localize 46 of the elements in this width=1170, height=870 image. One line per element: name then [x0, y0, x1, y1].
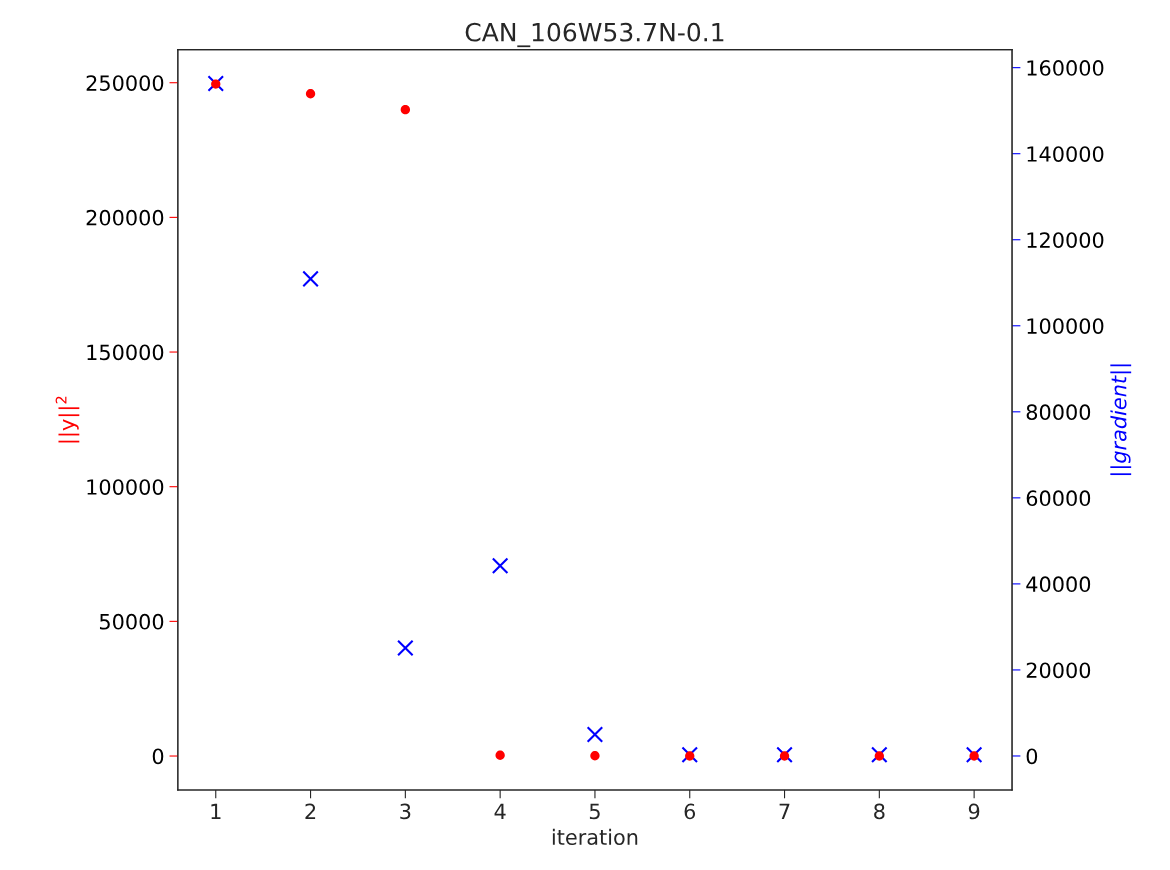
x-tick-label: 5 — [589, 803, 600, 820]
point — [874, 751, 884, 761]
point — [776, 746, 793, 764]
y2-tick-label: 140000 — [1027, 146, 1104, 162]
y-tick-label: 0 — [152, 748, 164, 765]
point — [965, 746, 983, 764]
point — [681, 746, 699, 764]
point — [305, 89, 316, 99]
x-tick-label: 1 — [211, 803, 221, 819]
point — [779, 751, 790, 761]
chart-title: CAN_106W53.7N-0.1 — [465, 22, 724, 48]
y2-tick-label: 20000 — [1026, 662, 1091, 679]
y-tick-label: 200000 — [86, 209, 164, 226]
point — [302, 270, 319, 288]
y2-axis-title: ||gradient|| — [1110, 364, 1132, 476]
point — [211, 79, 221, 89]
y-tick-label: 150000 — [87, 344, 164, 361]
y2-tick-label: 160000 — [1027, 60, 1104, 76]
x-tick-label: 6 — [684, 803, 696, 820]
x-tick-label: 7 — [779, 803, 790, 819]
point — [491, 557, 509, 575]
point — [397, 639, 414, 657]
y2-tick-label: 120000 — [1027, 232, 1104, 248]
x-tick-label: 4 — [494, 803, 506, 819]
y2-tick-label: 60000 — [1026, 490, 1091, 507]
y2-tick-label: 100000 — [1027, 318, 1104, 334]
x-tick-label: 9 — [968, 803, 980, 820]
point — [586, 726, 604, 743]
y2-tick-label: 40000 — [1026, 576, 1091, 593]
y2-tick-label: 80000 — [1026, 404, 1091, 421]
y-tick-label: 100000 — [87, 479, 164, 495]
point — [685, 751, 695, 761]
x-tick-label: 2 — [305, 803, 316, 819]
point — [969, 751, 979, 761]
point — [871, 746, 888, 764]
y2-tick-label: 0 — [1026, 748, 1038, 765]
y-tick-label: 250000 — [86, 75, 164, 91]
point — [400, 104, 411, 115]
y-axis-title: ||y||$^{2}$ — [55, 396, 80, 443]
point — [495, 750, 505, 760]
x-axis-title: iteration — [552, 828, 638, 845]
y-tick-label: 50000 — [99, 613, 164, 630]
point — [590, 751, 600, 761]
point — [207, 75, 225, 92]
x-tick-label: 3 — [400, 803, 411, 820]
x-tick-label: 8 — [874, 803, 885, 820]
